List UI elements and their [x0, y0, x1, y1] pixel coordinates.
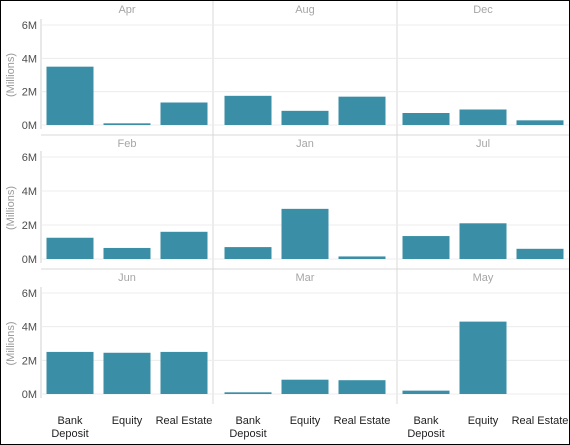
bar-jun-equity[interactable]: [103, 352, 151, 394]
x-category-label: Deposit: [407, 428, 444, 440]
y-tick-label: 4M: [22, 186, 37, 198]
x-category-label: Bank: [57, 415, 83, 427]
panel-title-mar: Mar: [296, 272, 315, 284]
panel-title-jun: Jun: [118, 272, 136, 284]
panel-title-jan: Jan: [296, 138, 314, 150]
x-category-label: Bank: [235, 415, 261, 427]
x-category-label: Bank: [413, 415, 439, 427]
bar-aug-equity[interactable]: [281, 110, 329, 125]
panel-title-may: May: [473, 272, 494, 284]
bar-jul-equity[interactable]: [459, 223, 507, 259]
x-category-label: Equity: [468, 415, 499, 427]
bar-feb-bank-deposit[interactable]: [46, 237, 94, 259]
x-category-label: Equity: [112, 415, 143, 427]
bar-aug-bank-deposit[interactable]: [224, 95, 272, 125]
y-tick-label: 0M: [22, 120, 37, 132]
bar-mar-equity[interactable]: [281, 379, 329, 394]
y-tick-label: 0M: [22, 254, 37, 266]
y-tick-label: 0M: [22, 389, 37, 401]
x-category-label: Deposit: [51, 428, 88, 440]
bar-aug-real-estate[interactable]: [338, 96, 386, 125]
bar-jun-real-estate[interactable]: [160, 351, 208, 394]
y-axis-label: (Millions): [5, 322, 17, 366]
bar-jan-equity[interactable]: [281, 208, 329, 259]
panel-title-aug: Aug: [295, 4, 315, 16]
y-tick-label: 2M: [22, 220, 37, 232]
bar-may-bank-deposit[interactable]: [402, 390, 450, 394]
bar-may-equity[interactable]: [459, 321, 507, 394]
bar-apr-bank-deposit[interactable]: [46, 66, 94, 125]
y-axis-label: (Millions): [5, 53, 17, 97]
y-tick-label: 6M: [22, 288, 37, 300]
bar-jul-real-estate[interactable]: [516, 248, 564, 259]
panel-title-jul: Jul: [476, 138, 490, 150]
bar-feb-equity[interactable]: [103, 247, 151, 259]
bar-dec-bank-deposit[interactable]: [402, 113, 450, 125]
bar-dec-equity[interactable]: [459, 109, 507, 126]
x-category-label: Real Estate: [156, 415, 213, 427]
y-tick-label: 4M: [22, 53, 37, 65]
bar-jan-real-estate[interactable]: [338, 256, 386, 259]
y-tick-label: 4M: [22, 322, 37, 334]
y-axis-label: (Millions): [5, 186, 17, 230]
panel-title-feb: Feb: [118, 138, 137, 150]
bar-mar-bank-deposit[interactable]: [224, 392, 272, 394]
bar-mar-real-estate[interactable]: [338, 380, 386, 394]
x-category-label: Real Estate: [512, 415, 569, 427]
y-tick-label: 6M: [22, 152, 37, 164]
bar-apr-equity[interactable]: [103, 123, 151, 125]
panel-title-dec: Dec: [473, 4, 493, 16]
bar-apr-real-estate[interactable]: [160, 102, 208, 126]
x-category-label: Real Estate: [334, 415, 391, 427]
bar-jun-bank-deposit[interactable]: [46, 351, 94, 394]
panel-title-apr: Apr: [118, 4, 135, 16]
bar-jul-bank-deposit[interactable]: [402, 236, 450, 259]
x-category-label: Deposit: [229, 428, 266, 440]
bar-jan-bank-deposit[interactable]: [224, 247, 272, 259]
bar-dec-real-estate[interactable]: [516, 120, 564, 125]
y-tick-label: 6M: [22, 20, 37, 32]
x-category-label: Equity: [290, 415, 321, 427]
y-tick-label: 2M: [22, 355, 37, 367]
bar-feb-real-estate[interactable]: [160, 231, 208, 259]
y-tick-label: 2M: [22, 87, 37, 99]
